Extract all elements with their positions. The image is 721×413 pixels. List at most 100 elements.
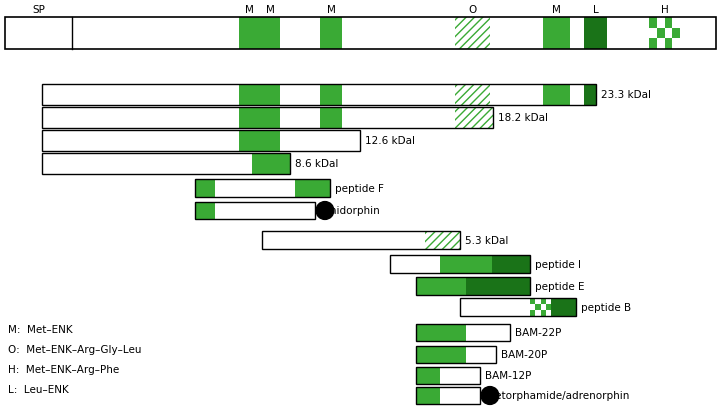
Text: 18.2 kDal: 18.2 kDal <box>498 113 548 123</box>
Bar <box>42 108 239 129</box>
Bar <box>195 180 330 197</box>
Bar <box>280 85 320 106</box>
Text: O: O <box>469 5 477 15</box>
Bar <box>455 85 490 106</box>
Bar <box>440 255 466 273</box>
Text: M:  Met–ENK: M: Met–ENK <box>8 324 73 334</box>
Bar <box>390 255 440 273</box>
Bar <box>649 18 657 28</box>
Bar <box>280 108 320 129</box>
Bar <box>460 298 530 316</box>
Bar <box>543 85 570 106</box>
Bar <box>260 131 280 152</box>
Bar <box>490 18 543 50</box>
Bar <box>262 231 425 249</box>
Bar <box>390 255 530 273</box>
Bar <box>649 39 657 50</box>
Text: L:  Leu–ENK: L: Leu–ENK <box>8 384 68 394</box>
Bar <box>416 277 530 295</box>
Text: peptide I: peptide I <box>535 259 581 269</box>
Bar <box>440 387 480 404</box>
Bar <box>195 202 315 219</box>
Bar <box>440 324 466 341</box>
Bar <box>570 18 584 50</box>
Bar <box>530 298 535 304</box>
Text: amidorphin: amidorphin <box>320 206 380 216</box>
Text: metorphamide/adrenorphin: metorphamide/adrenorphin <box>485 391 629 401</box>
Text: peptide F: peptide F <box>335 183 384 194</box>
Text: 8.6 kDal: 8.6 kDal <box>295 159 338 169</box>
Bar <box>42 85 239 106</box>
Bar <box>42 154 290 175</box>
Text: 12.6 kDal: 12.6 kDal <box>365 136 415 146</box>
Bar <box>607 18 649 50</box>
Text: O:  Met–ENK–Arg–Gly–Leu: O: Met–ENK–Arg–Gly–Leu <box>8 344 141 354</box>
Bar <box>570 85 584 106</box>
Text: BAM-22P: BAM-22P <box>515 328 562 338</box>
Bar <box>416 387 480 404</box>
Bar <box>440 367 480 384</box>
Bar <box>320 85 342 106</box>
Bar <box>42 131 360 152</box>
Bar <box>42 108 493 129</box>
Text: peptide B: peptide B <box>581 302 631 312</box>
Bar <box>280 18 320 50</box>
Bar <box>42 154 290 175</box>
Bar <box>239 85 260 106</box>
Bar <box>260 18 280 50</box>
Bar <box>466 277 530 295</box>
Bar <box>42 154 252 175</box>
Bar <box>665 18 672 28</box>
Text: SP: SP <box>32 5 45 15</box>
Bar <box>490 85 543 106</box>
Bar <box>535 304 541 310</box>
Circle shape <box>481 387 499 404</box>
Bar <box>466 255 492 273</box>
Bar <box>215 202 315 219</box>
Bar <box>320 18 342 50</box>
Text: H: H <box>660 5 668 15</box>
Bar <box>342 18 455 50</box>
Bar <box>270 154 290 175</box>
Bar <box>665 39 672 50</box>
Bar <box>42 131 360 152</box>
Text: L: L <box>593 5 598 15</box>
Bar <box>342 85 455 106</box>
Bar <box>42 85 596 106</box>
Bar <box>260 108 280 129</box>
Bar <box>416 367 480 384</box>
Bar <box>455 18 490 50</box>
Bar <box>541 298 546 304</box>
Bar <box>584 85 596 106</box>
Bar <box>416 277 530 295</box>
Bar <box>195 180 330 197</box>
Bar <box>530 298 551 316</box>
Bar <box>280 131 360 152</box>
Bar <box>42 131 239 152</box>
Bar <box>42 108 493 129</box>
Bar <box>390 255 530 273</box>
Bar <box>5 18 72 50</box>
Bar <box>649 18 680 50</box>
Bar <box>252 154 270 175</box>
Bar <box>320 108 342 129</box>
Bar <box>416 277 440 295</box>
Bar <box>440 277 466 295</box>
Bar <box>416 367 440 384</box>
Bar <box>466 346 496 363</box>
Bar <box>455 18 490 50</box>
Bar <box>262 231 460 249</box>
Text: H:  Met–ENK–Arg–Phe: H: Met–ENK–Arg–Phe <box>8 364 119 374</box>
Bar <box>5 18 716 50</box>
Bar <box>195 202 315 219</box>
Text: M: M <box>327 5 335 15</box>
Bar <box>239 131 260 152</box>
Text: M: M <box>552 5 561 15</box>
Text: 5.3 kDal: 5.3 kDal <box>465 235 508 245</box>
Bar <box>680 18 716 50</box>
Bar <box>530 310 535 316</box>
Bar <box>546 304 551 310</box>
Text: BAM-12P: BAM-12P <box>485 370 531 380</box>
Bar <box>543 18 570 50</box>
Bar <box>455 108 493 129</box>
